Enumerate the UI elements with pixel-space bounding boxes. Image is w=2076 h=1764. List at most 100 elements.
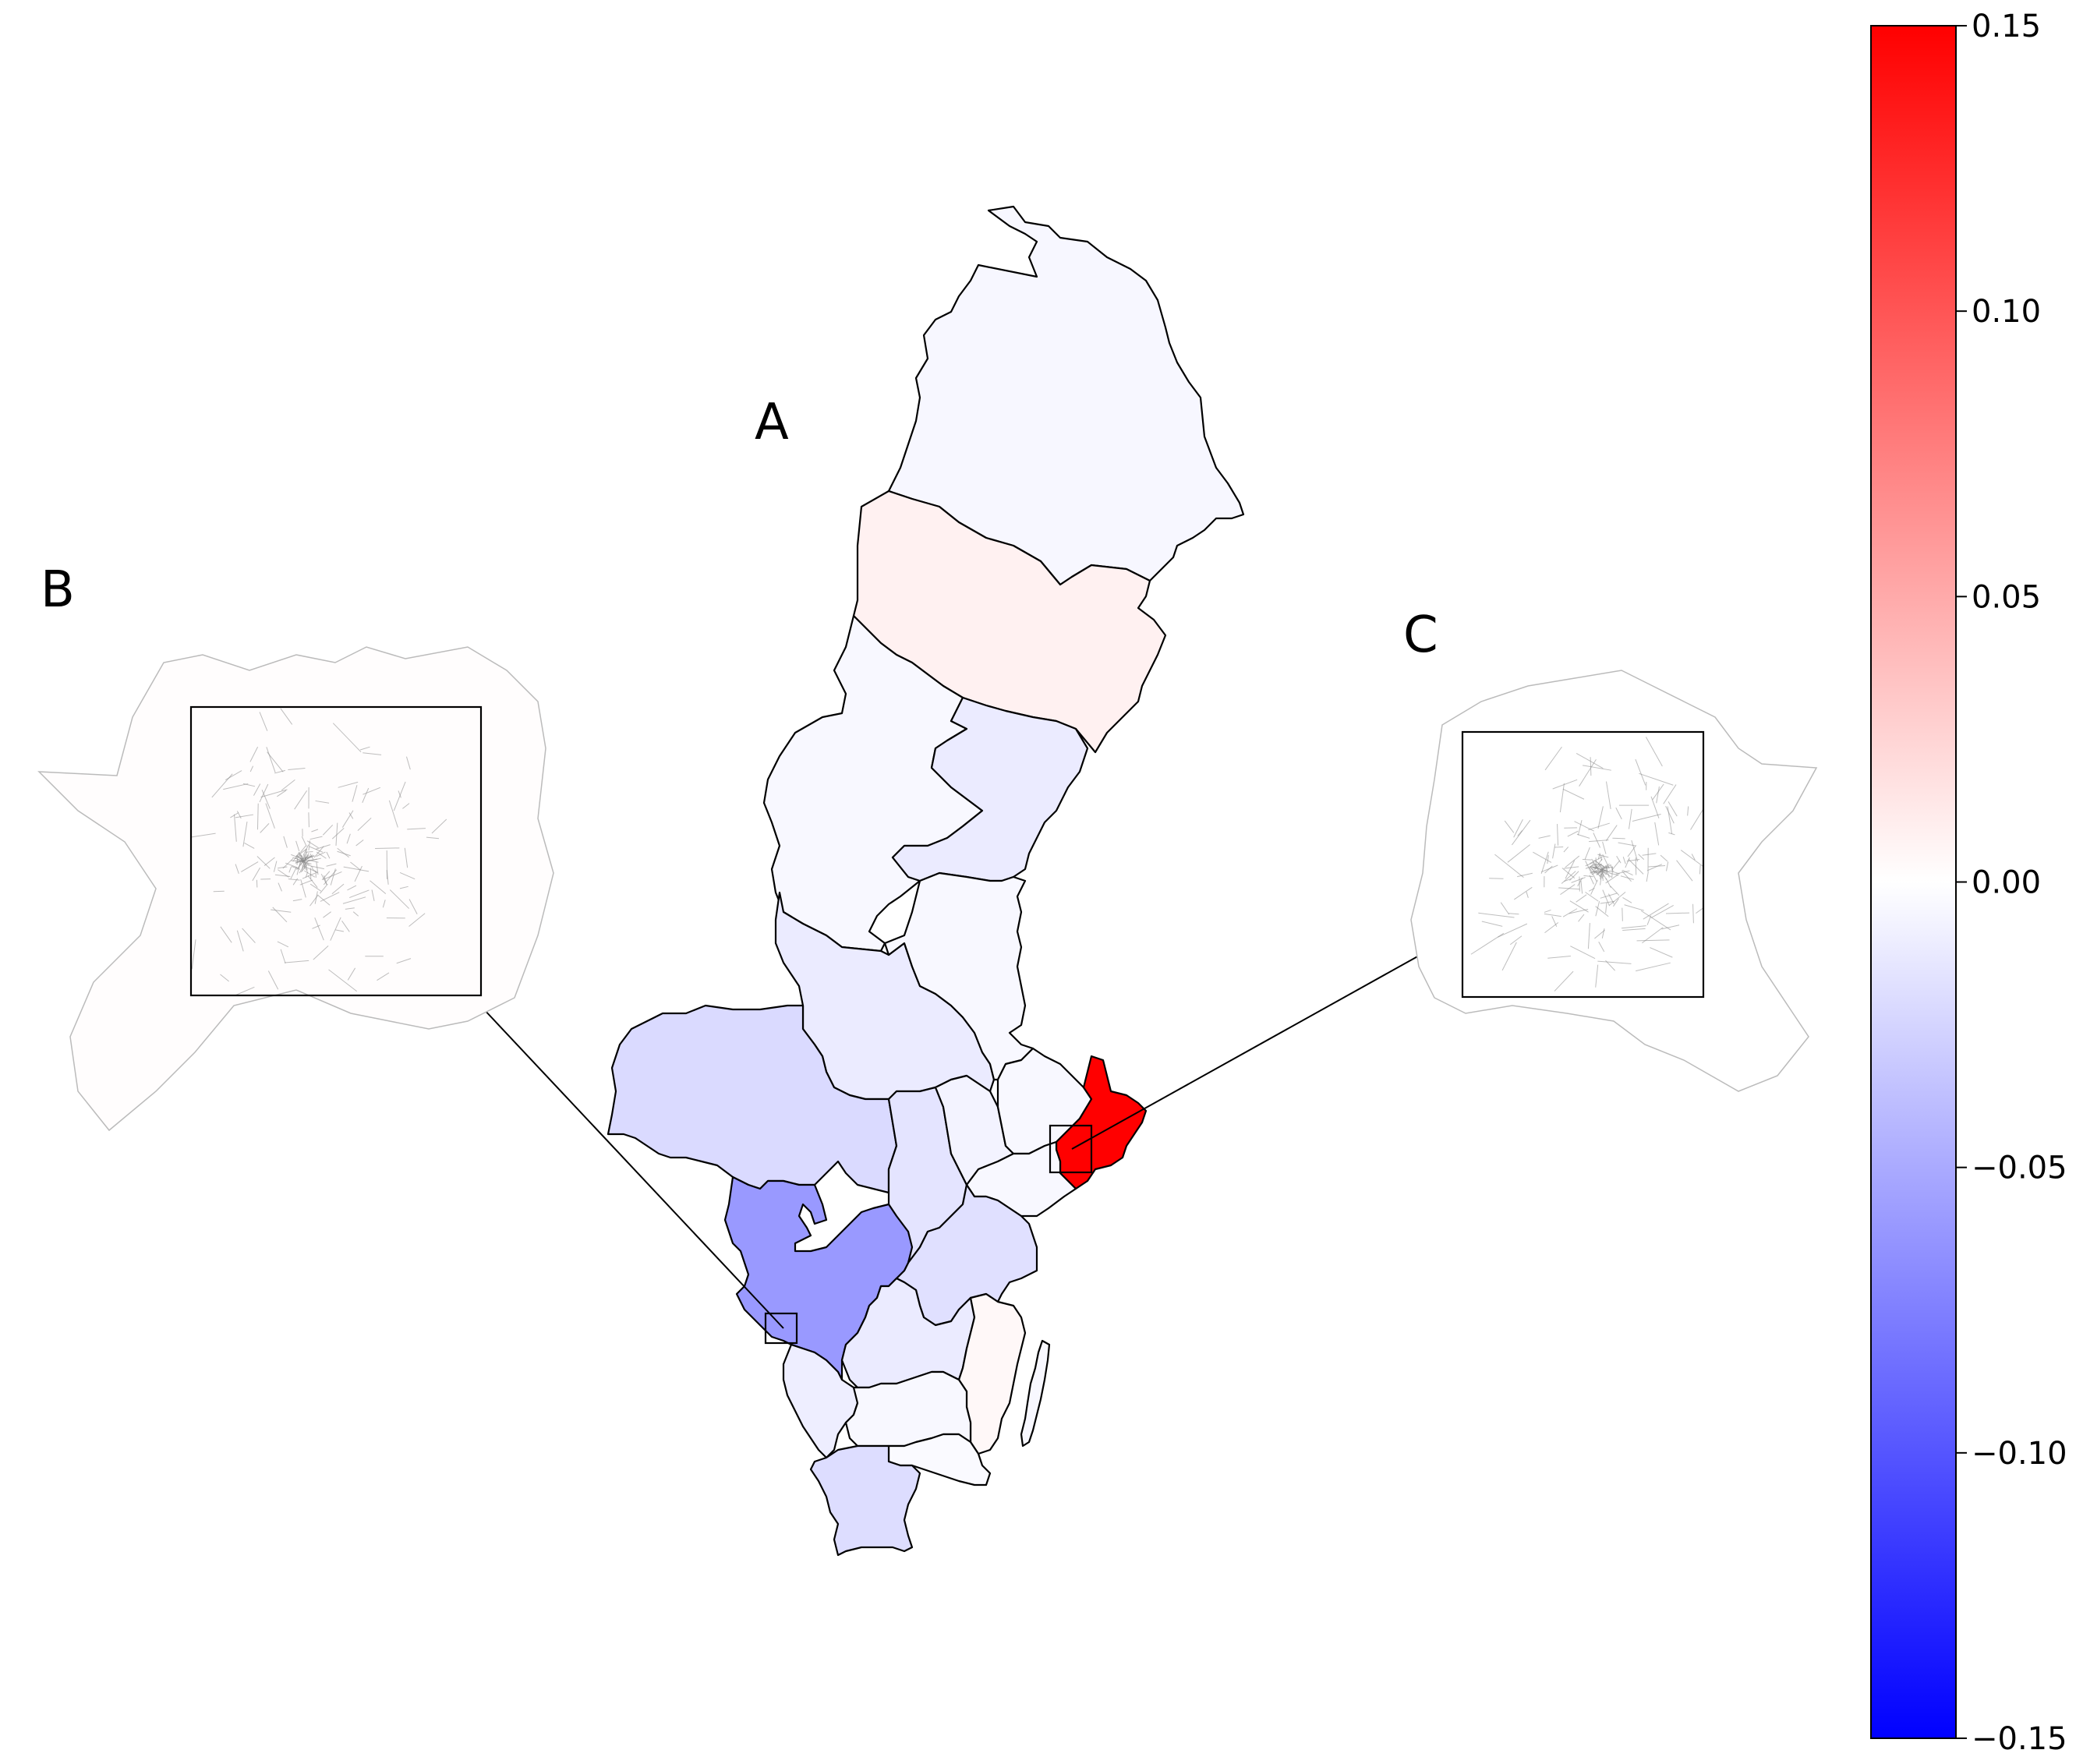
district-boundary bbox=[1558, 887, 1580, 890]
district-boundary bbox=[1552, 843, 1556, 859]
district-boundary bbox=[1554, 970, 1574, 992]
region-blekinge[interactable] bbox=[887, 1433, 992, 1486]
district-boundary bbox=[1595, 964, 1599, 988]
region-kalmar[interactable] bbox=[957, 1292, 1027, 1455]
district-boundary bbox=[1544, 865, 1553, 874]
district-boundary bbox=[1583, 765, 1611, 771]
district-boundary bbox=[1590, 868, 1597, 882]
district-boundary bbox=[377, 972, 390, 981]
district-boundary bbox=[265, 803, 275, 829]
district-boundary bbox=[1576, 833, 1590, 839]
district-boundary bbox=[341, 920, 350, 932]
district-boundary bbox=[292, 852, 300, 862]
district-boundary bbox=[230, 812, 239, 818]
district-boundary bbox=[1592, 866, 1600, 869]
district-boundary bbox=[1601, 864, 1611, 870]
district-boundary bbox=[1588, 822, 1610, 831]
district-boundary bbox=[326, 863, 337, 867]
district-boundary bbox=[1665, 861, 1669, 871]
district-boundary bbox=[309, 883, 322, 892]
district-boundary bbox=[305, 861, 313, 868]
district-boundary bbox=[1563, 847, 1569, 853]
connector-line-b bbox=[482, 1007, 784, 1329]
district-boundary bbox=[346, 833, 351, 844]
district-boundary bbox=[1511, 819, 1531, 846]
district-boundary bbox=[256, 856, 271, 869]
stockholm-zoom-box bbox=[1049, 1124, 1093, 1174]
district-boundary bbox=[191, 939, 196, 970]
district-boundary bbox=[1628, 808, 1632, 829]
district-boundary bbox=[389, 889, 410, 909]
district-boundary bbox=[1533, 851, 1552, 863]
district-boundary bbox=[1513, 819, 1523, 838]
district-boundary bbox=[355, 840, 364, 847]
colorbar-ticks: 0.15 0.10 0.05 0.00 −0.05 −0.10 −0.15 bbox=[1956, 9, 2067, 1757]
district-boundary bbox=[1665, 912, 1690, 914]
inset-c-outline bbox=[1410, 670, 1818, 1092]
district-boundary bbox=[1593, 864, 1599, 870]
district-boundary bbox=[332, 723, 362, 753]
district-boundary bbox=[1597, 806, 1604, 829]
district-boundary bbox=[362, 787, 370, 803]
district-boundary bbox=[328, 969, 357, 992]
district-boundary bbox=[1640, 910, 1671, 931]
district-boundary bbox=[1590, 757, 1592, 776]
district-boundary bbox=[1605, 960, 1615, 971]
region-gavleborg[interactable] bbox=[883, 871, 1034, 1081]
district-boundary bbox=[359, 746, 370, 751]
district-boundary bbox=[288, 878, 300, 881]
district-boundary bbox=[1632, 814, 1661, 822]
district-boundary bbox=[1569, 871, 1579, 881]
district-boundary bbox=[1526, 891, 1529, 898]
district-boundary bbox=[307, 875, 318, 888]
region-skane[interactable] bbox=[809, 1444, 921, 1557]
district-boundary bbox=[1668, 801, 1678, 817]
panel-label-b: B bbox=[41, 561, 75, 619]
district-boundary bbox=[1618, 842, 1636, 847]
district-boundary bbox=[266, 747, 276, 773]
region-halland[interactable] bbox=[782, 1343, 863, 1459]
district-boundary bbox=[1611, 866, 1613, 878]
district-boundary bbox=[354, 865, 363, 882]
region-gotland[interactable] bbox=[1020, 1339, 1051, 1448]
district-boundary bbox=[285, 960, 309, 963]
district-boundary bbox=[220, 974, 229, 982]
district-boundary bbox=[350, 861, 361, 871]
district-boundary bbox=[1699, 864, 1701, 875]
district-boundary bbox=[236, 930, 244, 952]
district-boundary bbox=[1680, 850, 1704, 868]
district-boundary bbox=[1628, 858, 1644, 875]
district-boundary bbox=[1585, 861, 1593, 875]
district-boundary bbox=[278, 869, 289, 878]
district-boundary bbox=[399, 872, 416, 880]
district-boundary bbox=[244, 843, 255, 849]
district-boundary bbox=[330, 868, 336, 886]
district-boundary bbox=[1605, 874, 1619, 884]
district-boundary bbox=[1616, 855, 1622, 864]
district-boundary bbox=[259, 783, 269, 803]
district-boundary bbox=[300, 878, 306, 898]
district-boundary bbox=[290, 867, 297, 879]
district-boundary bbox=[1544, 746, 1562, 771]
district-boundary bbox=[310, 865, 324, 870]
district-boundary bbox=[382, 900, 386, 908]
district-boundary bbox=[1601, 867, 1610, 870]
district-boundary bbox=[1627, 845, 1637, 857]
district-boundary bbox=[1562, 908, 1578, 917]
district-boundary bbox=[1580, 880, 1583, 894]
district-boundary bbox=[326, 851, 331, 859]
district-boundary bbox=[1605, 878, 1611, 888]
district-boundary bbox=[260, 789, 288, 798]
region-stockholm[interactable] bbox=[1055, 1055, 1148, 1190]
sweden-county-map bbox=[607, 205, 1245, 1557]
district-boundary bbox=[1583, 875, 1593, 878]
district-boundary bbox=[1595, 906, 1609, 917]
district-boundary bbox=[1622, 869, 1633, 876]
district-boundary bbox=[1602, 841, 1607, 854]
district-boundary bbox=[1576, 894, 1587, 903]
district-boundary bbox=[1552, 779, 1578, 790]
district-boundary bbox=[249, 746, 259, 762]
district-boundary bbox=[315, 800, 330, 804]
district-boundary bbox=[1481, 921, 1503, 927]
